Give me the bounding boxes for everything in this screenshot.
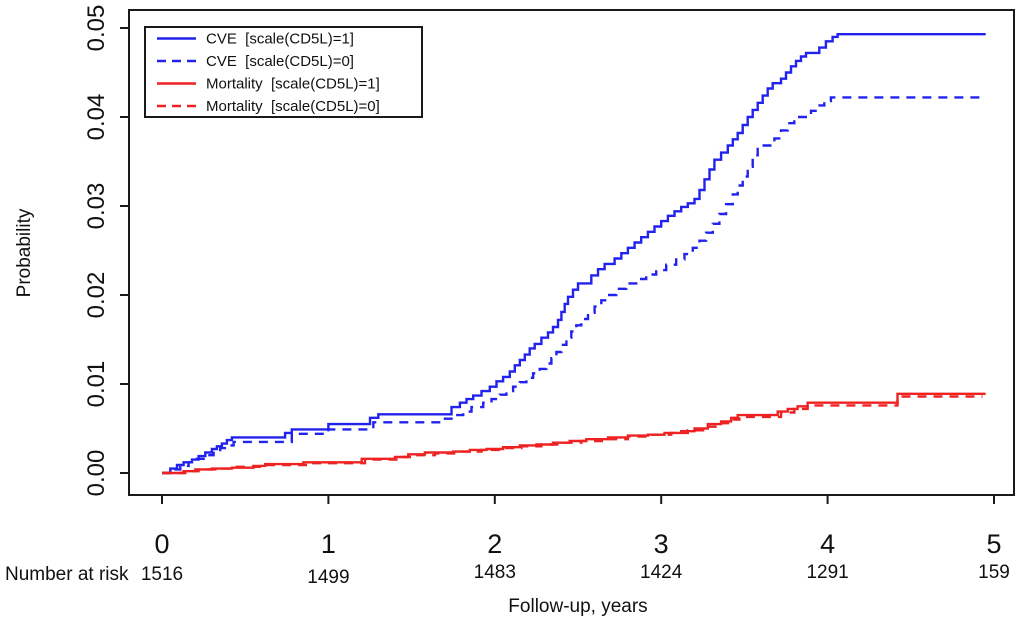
legend-label-mortality-1: Mortality [scale(CD5L)=1] <box>206 76 380 93</box>
y-axis-title: Probability <box>14 208 35 297</box>
curve-cve-cd5l-0 <box>162 96 986 475</box>
x-axis-title: Follow-up, years <box>508 596 647 617</box>
legend-label-cve-1: CVE [scale(CD5L)=1] <box>206 31 354 48</box>
curve-mortality-cd5l-0 <box>162 395 983 475</box>
y-tick-label: 0.03 <box>83 183 110 230</box>
x-tick-label: 3 <box>654 529 669 559</box>
legend-label-mortality-0: Mortality [scale(CD5L)=0] <box>206 98 380 115</box>
number-at-risk-label: Number at risk <box>5 564 129 585</box>
x-tick-label: 2 <box>487 529 502 559</box>
y-tick-label: 0.04 <box>83 94 110 141</box>
number-at-risk-value: 1291 <box>806 562 848 583</box>
x-axis-tick-labels: 0 1 2 3 4 5 <box>154 529 1001 559</box>
number-at-risk-values: 1516 1499 1483 1424 1291 159 <box>141 562 1010 588</box>
y-tick-label: 0.05 <box>83 5 110 52</box>
number-at-risk-value: 1499 <box>307 567 349 588</box>
x-tick-label: 4 <box>820 529 835 559</box>
legend-label-cve-0: CVE [scale(CD5L)=0] <box>206 53 354 70</box>
x-tick-label: 5 <box>986 529 1001 559</box>
x-tick-label: 0 <box>154 529 169 559</box>
y-tick-label: 0.01 <box>83 361 110 408</box>
legend-box <box>144 26 423 118</box>
y-axis-tick-labels: 0.00 0.01 0.02 0.03 0.04 0.05 <box>83 5 110 497</box>
plot-border <box>128 9 1015 496</box>
y-tick-label: 0.02 <box>83 272 110 319</box>
number-at-risk-value: 1424 <box>640 562 683 583</box>
legend: CVE [scale(CD5L)=1] CVE [scale(CD5L)=0] … <box>144 26 423 118</box>
x-axis-ticks <box>161 495 995 504</box>
number-at-risk-value: 1483 <box>474 562 516 583</box>
number-at-risk-value: 1516 <box>141 564 183 585</box>
y-tick-label: 0.00 <box>83 450 110 497</box>
curve-cve-cd5l-1 <box>162 33 986 475</box>
x-tick-label: 1 <box>321 529 336 559</box>
number-at-risk-value: 159 <box>978 562 1010 583</box>
curves <box>162 33 986 475</box>
y-axis-ticks <box>120 27 129 474</box>
